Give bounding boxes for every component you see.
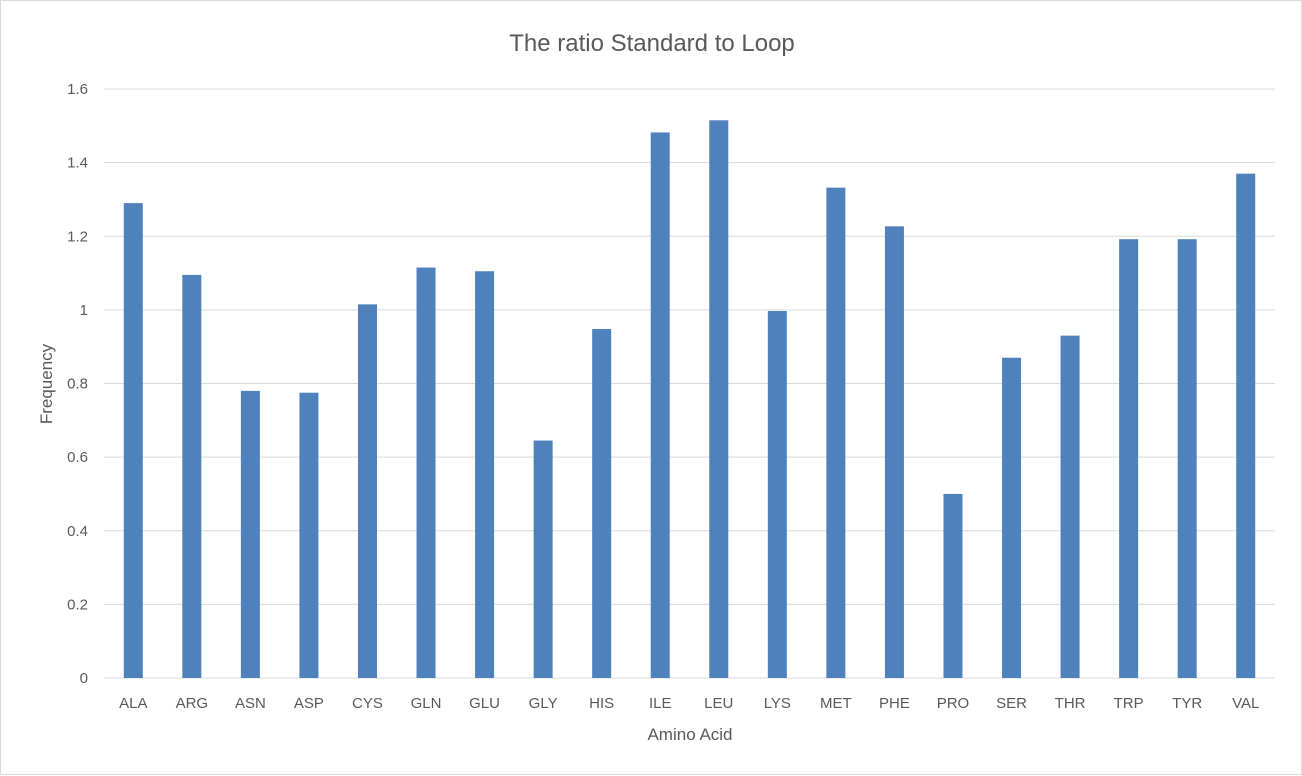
x-tick-label: ASN — [235, 695, 266, 712]
y-tick-label: 0.6 — [67, 449, 88, 466]
x-tick-label: GLN — [411, 695, 442, 712]
bar-ile — [650, 132, 670, 679]
bar-leu — [709, 120, 729, 678]
x-tick-label: ALA — [119, 695, 147, 712]
bar-pro — [943, 493, 963, 678]
x-tick-label: LYS — [764, 695, 791, 712]
bar-gln — [416, 267, 436, 678]
y-tick-label: 0.2 — [67, 596, 88, 613]
x-tick-label: CYS — [352, 695, 383, 712]
bar-cys — [357, 304, 377, 678]
x-tick-label: SER — [996, 695, 1027, 712]
y-tick-label: 0.8 — [67, 376, 88, 393]
x-axis-title: Amino Acid — [647, 725, 732, 744]
x-tick-label: GLY — [529, 695, 558, 712]
bar-asn — [240, 390, 260, 678]
bar-asp — [299, 392, 319, 678]
gridlines — [104, 88, 1275, 679]
x-tick-label: GLU — [469, 695, 500, 712]
bar-lys — [767, 310, 787, 678]
chart-title: The ratio Standard to Loop — [509, 30, 795, 57]
x-tick-label: ASP — [294, 695, 324, 712]
bar-met — [826, 187, 846, 678]
bar-tyr — [1177, 239, 1197, 678]
x-tick-label: TYR — [1172, 695, 1202, 712]
y-tick-label: 1.4 — [67, 155, 88, 172]
y-tick-label: 1 — [80, 302, 88, 319]
y-axis-ticks: 0 0.2 0.4 0.6 0.8 1 1.2 1.4 1.6 — [67, 81, 88, 687]
bar-his — [592, 329, 612, 678]
bar-thr — [1060, 335, 1080, 678]
bar-gly — [533, 440, 553, 678]
x-tick-label: PHE — [879, 695, 910, 712]
x-tick-label: MET — [820, 695, 852, 712]
x-tick-label: PRO — [937, 695, 970, 712]
y-tick-label: 1.2 — [67, 228, 88, 245]
x-tick-label: LEU — [704, 695, 733, 712]
bar-arg — [182, 274, 202, 678]
y-tick-label: 0.4 — [67, 523, 88, 540]
bar-trp — [1119, 239, 1139, 678]
bar-phe — [884, 226, 904, 679]
bars — [123, 120, 1256, 679]
y-tick-label: 1.6 — [67, 81, 88, 98]
x-tick-label: ILE — [649, 695, 672, 712]
x-tick-label: THR — [1055, 695, 1086, 712]
bar-glu — [475, 271, 495, 678]
bar-val — [1236, 173, 1256, 678]
bar-ser — [1002, 357, 1022, 678]
x-tick-label: VAL — [1232, 695, 1259, 712]
bar-ala — [123, 203, 143, 678]
x-tick-label: TRP — [1114, 695, 1144, 712]
y-tick-label: 0 — [80, 670, 88, 687]
x-tick-label: HIS — [589, 695, 614, 712]
y-axis-title: Frequency — [37, 343, 56, 424]
x-axis-ticks: ALA ARG ASN ASP CYS GLN GLU GLY HIS ILE LEU LYS MET P… — [119, 695, 1259, 712]
x-tick-label: ARG — [176, 695, 209, 712]
